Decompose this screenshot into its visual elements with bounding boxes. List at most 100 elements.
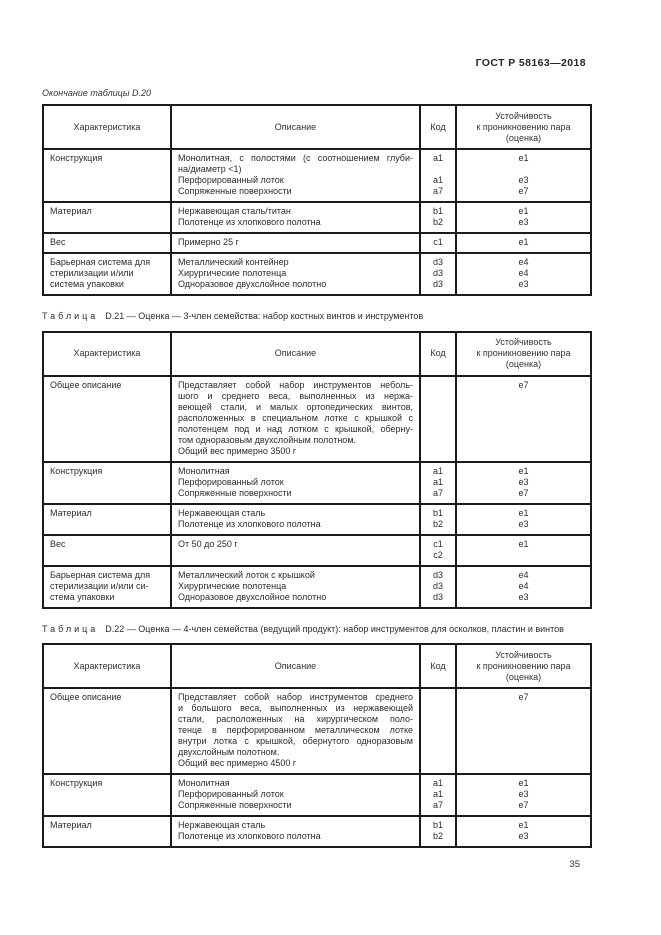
cell-line: Общее описание: [50, 692, 122, 702]
cell-line: e3: [518, 831, 529, 841]
table-row: Конструкция Монолитная, с полостями (с со…: [44, 148, 590, 201]
cell-line: Код: [430, 121, 446, 132]
cell-line: Монолитная, с полостями (с соотношением …: [178, 153, 413, 163]
header-cell-code: Код: [419, 106, 455, 148]
cell-line: Устойчивость: [495, 649, 552, 660]
table-row: Конструкция Монолитная Перфорированный лот…: [44, 460, 590, 503]
header-cell-description: Описание: [170, 645, 419, 687]
cell-characteristic: Материал: [44, 817, 170, 846]
table-row: Материал Нержавеющая сталь Полотенце из хл…: [44, 502, 590, 534]
cell-code: a1 a1 a7: [419, 150, 455, 201]
cell-line: a7: [432, 186, 443, 196]
cell-characteristic: Конструкция: [44, 775, 170, 815]
cell-description: Металлический контейнер Хирургические пол…: [170, 254, 419, 294]
cell-line: a1: [432, 175, 443, 185]
cell-line: Нержавеющая сталь: [178, 820, 266, 830]
header-cell-description: Описание: [170, 332, 419, 375]
cell-characteristic: Вес: [44, 234, 170, 252]
table-caption-text: D.21 — Оценка — 3-член семейства: набор …: [105, 311, 424, 321]
table-row: Материал Нержавеющая сталь Полотенце из хл…: [44, 815, 590, 846]
standard-number-header: ГОСТ Р 58163—2018: [475, 57, 586, 69]
cell-characteristic: Общее описание: [44, 689, 170, 773]
cell-line: e4: [518, 257, 529, 267]
cell-line: e1: [518, 153, 529, 163]
table-header-row: Характеристика Описание Код Устойчивость к п…: [44, 645, 590, 687]
header-cell-characteristic: Характеристика: [44, 333, 170, 375]
cell-line: [423, 164, 453, 175]
cell-line: Сопряженные поверхности: [178, 186, 292, 196]
header-cell-rating: Устойчивость к проникновению пара (оценка): [455, 106, 590, 148]
cell-line: c1: [433, 538, 443, 549]
cell-line: двухслойным полотном.: [178, 747, 280, 757]
cell-code: b1 b2: [419, 817, 455, 846]
cell-line: e4: [518, 569, 529, 580]
cell-line: Материал: [50, 206, 92, 216]
cell-line: Устойчивость: [495, 337, 552, 347]
cell-line: Устойчивость: [495, 110, 552, 121]
cell-rating: e4 e4 e3: [455, 254, 590, 294]
cell-line: e7: [518, 800, 529, 810]
table-row: Вес Примерно 25 г c1 e1: [44, 232, 590, 252]
cell-characteristic: Материал: [44, 203, 170, 232]
table-row: Общее описание Представляет собой набор и…: [44, 374, 590, 461]
cell-line: Барьерная система для: [50, 569, 151, 580]
cell-line: Полотенце из хлопкового полотна: [178, 831, 321, 841]
cell-line: Материал: [50, 820, 92, 830]
cell-line: e3: [518, 217, 529, 227]
cell-code: c1 c2: [419, 535, 455, 565]
cell-line: Металлический лоток с крышкой: [178, 569, 315, 580]
table-caption-word: Таблица: [42, 623, 99, 634]
table-row: Общее описание Представляет собой набор и…: [44, 687, 590, 773]
page-content: ГОСТ Р 58163—2018 Окончание таблицы D.20…: [42, 0, 592, 870]
cell-rating: e1: [455, 535, 590, 565]
cell-line: e3: [518, 279, 529, 289]
cell-line: e7: [518, 692, 529, 702]
cell-characteristic: Материал: [44, 505, 170, 534]
cell-description: Представляет собой набор инструментов не…: [170, 376, 419, 461]
cell-line: Конструкция: [50, 153, 103, 163]
cell-line: стерилизации и/или си-: [50, 580, 149, 591]
cell-line: Примерно 25 г: [178, 237, 239, 247]
cell-line: на/диаметр <1): [178, 164, 242, 174]
table-caption: Таблица D.21 — Оценка — 3-член семейства:…: [42, 310, 592, 323]
cell-line: e1: [518, 778, 529, 788]
cell-line: полотенцем под и над лотком с крышкой, о…: [178, 423, 413, 434]
cell-characteristic: Барьерная система для стерилизации и/или с…: [44, 254, 170, 294]
cell-characteristic: Общее описание: [44, 377, 170, 461]
cell-line: Одноразовое двухслойное полотно: [178, 591, 327, 602]
cell-line: Представляет собой набор инструментов ср…: [178, 692, 413, 702]
cell-line: e4: [518, 268, 529, 278]
cell-line: e1: [518, 237, 529, 247]
cell-line: a1: [432, 778, 443, 788]
cell-line: Перфорированный лоток: [178, 789, 284, 799]
cell-code: b1 b2: [419, 203, 455, 232]
cell-line: внутри лотка с крышкой, обернутого однор…: [178, 736, 413, 746]
cell-line: Монолитная: [178, 778, 230, 788]
cell-line: b2: [432, 217, 443, 227]
cell-code: c1: [419, 234, 455, 252]
cell-line: e1: [518, 507, 529, 518]
cell-line: Конструкция: [50, 778, 103, 788]
cell-line: расположенных в специальном лотке с крыш…: [178, 412, 413, 423]
cell-rating: e1 e3 e7: [455, 775, 590, 815]
cell-line: c1: [433, 237, 443, 247]
cell-line: e7: [518, 186, 529, 196]
cell-line: Вес: [50, 237, 66, 247]
cell-line: Металлический контейнер: [178, 257, 289, 267]
cell-line: e4: [518, 580, 529, 591]
cell-code: [419, 376, 455, 461]
cell-line: стема упаковки: [50, 591, 115, 602]
header-cell-rating: Устойчивость к проникновению пара (оценка): [455, 332, 590, 375]
cell-line: Перфорированный лоток: [178, 175, 284, 185]
cell-line: Перфорированный лоток: [178, 476, 284, 487]
cell-line: d3: [432, 569, 443, 580]
table-row: Вес От 50 до 250 г c1 c2 e1: [44, 533, 590, 565]
cell-line: Сопряженные поверхности: [178, 800, 292, 810]
cell-code: a1 a1 a7: [419, 775, 455, 815]
cell-line: и большого веса, выполненных из нержавею…: [178, 703, 413, 713]
cell-description: Нержавеющая сталь Полотенце из хлопкового…: [170, 504, 419, 534]
cell-line: Характеристика: [73, 660, 141, 671]
cell-line: (оценка): [505, 132, 542, 143]
page-number: 35: [569, 859, 580, 870]
